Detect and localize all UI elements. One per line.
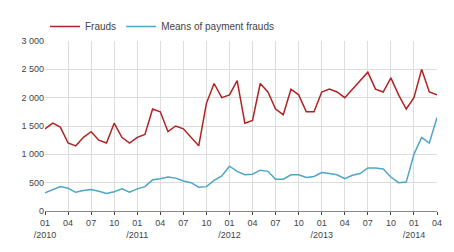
- svg-text:01/2013: 01/2013: [310, 218, 333, 240]
- svg-text:10: 10: [386, 218, 396, 228]
- svg-text:10: 10: [109, 218, 119, 228]
- svg-text:10: 10: [294, 218, 304, 228]
- svg-text:Means of payment frauds: Means of payment frauds: [161, 21, 274, 32]
- svg-text:07: 07: [363, 218, 373, 228]
- svg-text:01/2010: 01/2010: [34, 218, 57, 240]
- svg-text:04: 04: [63, 218, 73, 228]
- svg-text:07: 07: [86, 218, 96, 228]
- svg-text:2 500: 2 500: [21, 64, 44, 74]
- svg-text:01/2014: 01/2014: [403, 218, 426, 240]
- svg-text:04: 04: [340, 218, 350, 228]
- svg-text:1 000: 1 000: [21, 149, 44, 159]
- svg-text:07: 07: [271, 218, 281, 228]
- svg-text:0: 0: [39, 206, 44, 216]
- svg-text:07: 07: [178, 218, 188, 228]
- svg-text:1 500: 1 500: [21, 121, 44, 131]
- svg-text:2 000: 2 000: [21, 93, 44, 103]
- svg-text:10: 10: [201, 218, 211, 228]
- svg-text:500: 500: [29, 178, 44, 188]
- svg-text:04: 04: [248, 218, 258, 228]
- svg-text:04: 04: [432, 218, 442, 228]
- svg-text:04: 04: [155, 218, 165, 228]
- svg-text:01/2012: 01/2012: [218, 218, 241, 240]
- svg-text:Frauds: Frauds: [85, 21, 116, 32]
- svg-text:01/2011: 01/2011: [126, 218, 148, 240]
- svg-text:3 000: 3 000: [21, 36, 44, 46]
